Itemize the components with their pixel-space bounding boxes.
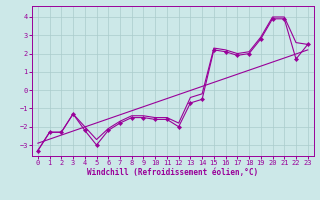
X-axis label: Windchill (Refroidissement éolien,°C): Windchill (Refroidissement éolien,°C) <box>87 168 258 177</box>
